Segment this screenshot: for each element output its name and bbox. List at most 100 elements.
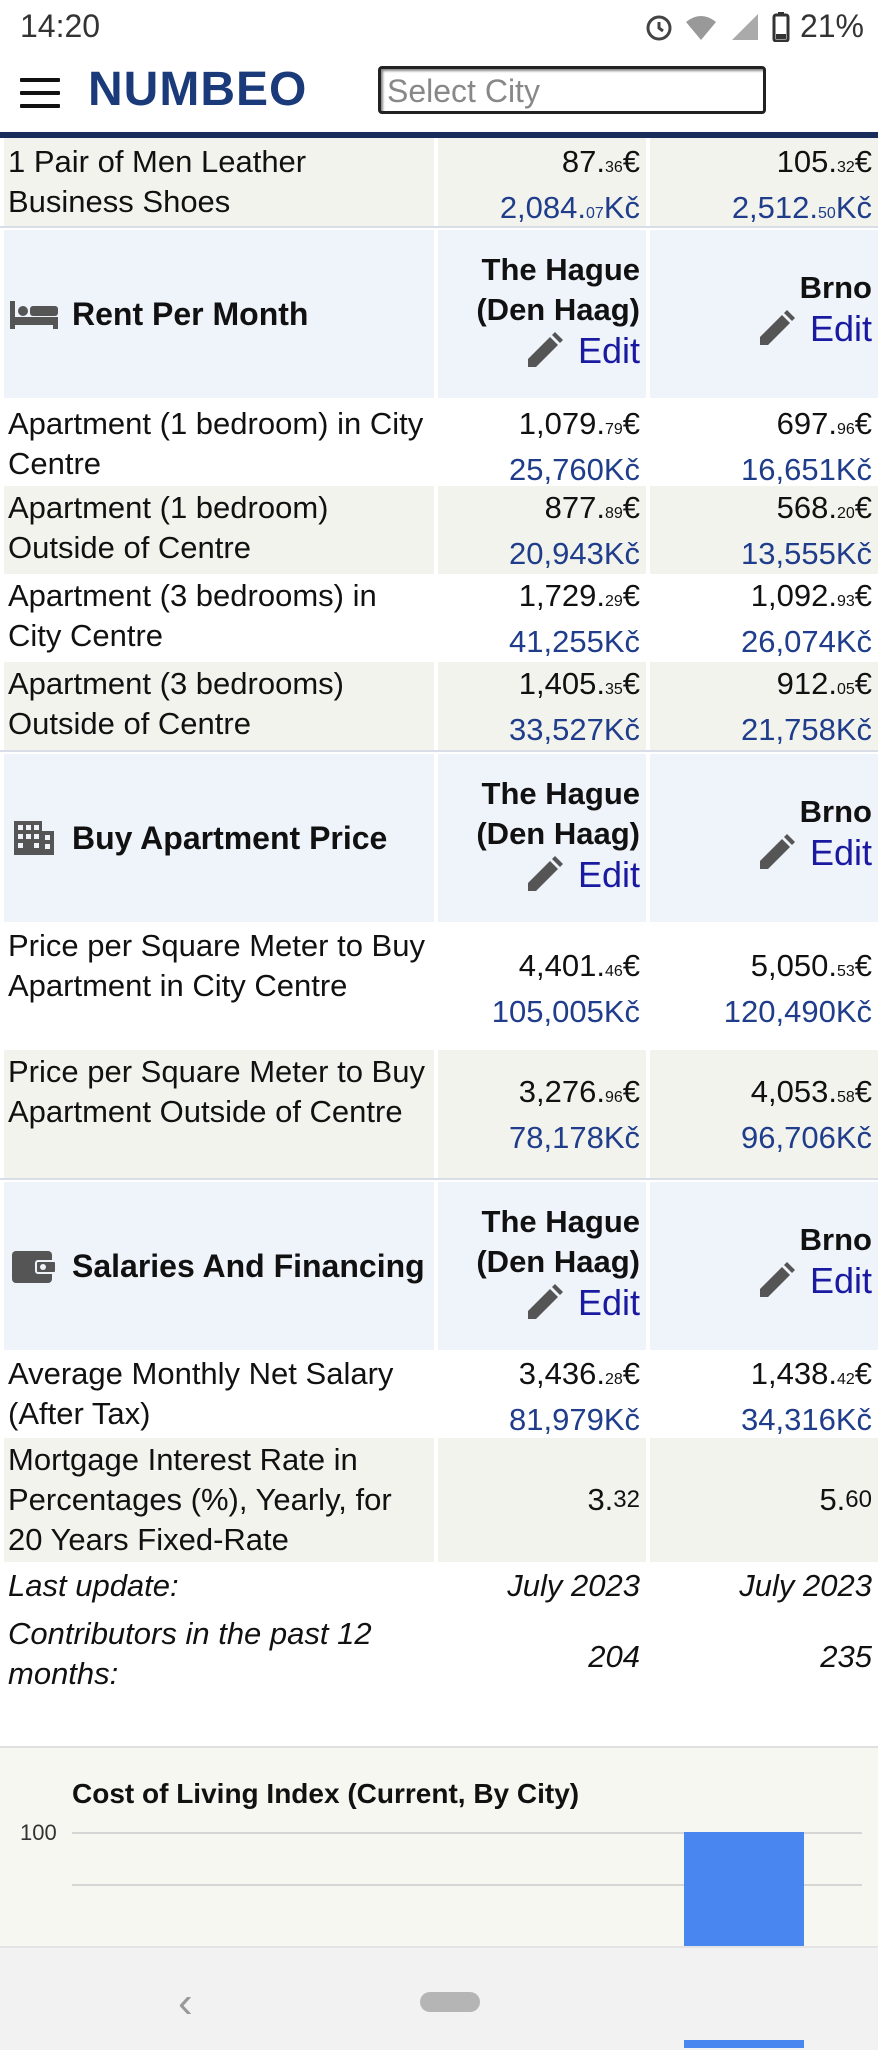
price-city1: 1,405.35€ 33,527Kč (438, 662, 646, 750)
table-row: 1 Pair of Men Leather Business Shoes 87.… (0, 138, 878, 228)
y-tick-label: 100 (20, 1820, 57, 1845)
city1-name: The Hague (Den Haag) (476, 776, 640, 851)
price-city1: 3,436.28€ 81,979Kč (438, 1350, 646, 1438)
edit-city2-button[interactable]: Edit (650, 832, 872, 874)
rate-city1: 3. 32 (438, 1438, 646, 1562)
pencil-icon (759, 834, 795, 869)
city2-name: Brno (799, 794, 872, 829)
price-city1: 877.89€ 20,943Kč (438, 486, 646, 574)
contributors-label: Contributors in the past 12 months: (4, 1612, 434, 1702)
section-title: Salaries And Financing (72, 1247, 425, 1284)
bed-icon (10, 301, 58, 329)
price-city2: 5,050.53€ 120,490Kč (650, 922, 878, 1050)
site-header: NUMBEO Select City (0, 56, 878, 138)
city1-name: The Hague (Den Haag) (476, 1204, 640, 1279)
signal-icon (731, 13, 758, 40)
back-icon[interactable]: ‹ (178, 1978, 193, 2027)
chart-gridline (72, 1883, 862, 1886)
chart-bar (684, 1832, 804, 1948)
contributors-row: Contributors in the past 12 months: 204 … (0, 1612, 878, 1702)
edit-link[interactable]: Edit (577, 330, 640, 371)
edit-city1-button[interactable]: Edit (438, 330, 640, 372)
numbeo-logo[interactable]: NUMBEO (88, 63, 308, 116)
last-update-label: Last update: (4, 1562, 434, 1612)
city-search-input[interactable]: Select City (378, 66, 766, 114)
edit-link[interactable]: Edit (577, 854, 640, 895)
chart-title: Cost of Living Index (Current, By City) (72, 1778, 580, 1809)
pencil-icon (759, 1262, 795, 1297)
status-bar: 14:20 21% (0, 0, 878, 56)
section-header-buy: Buy Apartment Price The Hague (Den Haag)… (0, 754, 878, 922)
price-table: 1 Pair of Men Leather Business Shoes 87.… (0, 138, 878, 1702)
rate-city2: 5. 60 (650, 1438, 878, 1562)
last-update-row: Last update: July 2023 July 2023 (0, 1562, 878, 1612)
price-city1: 1,079.79€ 25,760Kč (438, 398, 646, 487)
price-city2: 1,438.42€ 34,316Kč (650, 1350, 878, 1438)
price-city2: 912.05€ 21,758Kč (650, 662, 878, 750)
price-city2: 4,053.58€ 96,706Kč (650, 1050, 878, 1178)
city2-name: Brno (799, 270, 872, 305)
edit-city2-button[interactable]: Edit (650, 1260, 872, 1302)
battery-percent: 21% (799, 8, 864, 44)
edit-city2-button[interactable]: Edit (650, 308, 872, 350)
price-city2: 697.96€ 16,651Kč (650, 398, 878, 487)
chart-gridline (72, 1832, 862, 1834)
status-time: 14:20 (20, 8, 101, 44)
edit-city1-button[interactable]: Edit (438, 854, 640, 896)
section-title: Rent Per Month (72, 295, 309, 332)
item-label: 1 Pair of Men Leather Business Shoes (4, 138, 434, 226)
city2-name: Brno (799, 1222, 872, 1257)
table-row: Mortgage Interest Rate in Percentages (%… (0, 1438, 878, 1562)
contributors-city2: 235 (820, 1639, 872, 1674)
table-row: Apartment (3 bedrooms) Outside of Centre… (0, 662, 878, 752)
section-header-rent: Rent Per Month The Hague (Den Haag) Edit… (0, 230, 878, 398)
price-city2: 105.32€ 2,512.50Kč (650, 138, 878, 226)
table-row: Price per Square Meter to Buy Apartment … (0, 1050, 878, 1180)
last-update-city2: July 2023 (650, 1562, 878, 1612)
table-row: Average Monthly Net Salary (After Tax) 3… (0, 1350, 878, 1438)
item-label: Price per Square Meter to Buy Apartment … (4, 922, 434, 1050)
section-title: Buy Apartment Price (72, 819, 388, 856)
item-label: Apartment (3 bedrooms) Outside of Centre (4, 662, 434, 750)
pencil-icon (527, 856, 563, 891)
price-city1: 87.36€ 2,084.07Kč (438, 138, 646, 226)
city1-name: The Hague (Den Haag) (476, 252, 640, 327)
battery-icon (772, 11, 790, 42)
price-city2: 1,092.93€ 26,074Kč (650, 574, 878, 662)
pencil-icon (527, 1284, 563, 1319)
edit-link[interactable]: Edit (809, 1260, 872, 1301)
android-nav-bar: ‹ (0, 1946, 878, 2050)
edit-city1-button[interactable]: Edit (438, 1282, 640, 1324)
home-pill-icon[interactable] (420, 1992, 480, 2012)
item-label: Average Monthly Net Salary (After Tax) (4, 1350, 434, 1438)
status-icons: 21% (644, 8, 864, 45)
item-label: Apartment (1 bedroom) Outside of Centre (4, 486, 434, 574)
table-row: Apartment (3 bedrooms) in City Centre 1,… (0, 574, 878, 662)
item-label: Price per Square Meter to Buy Apartment … (4, 1050, 434, 1178)
item-label: Mortgage Interest Rate in Percentages (%… (4, 1438, 434, 1562)
building-icon (14, 821, 54, 855)
section-header-salaries: Salaries And Financing The Hague (Den Ha… (0, 1182, 878, 1350)
item-label: Apartment (1 bedroom) in City Centre (4, 398, 434, 486)
wallet-icon (12, 1251, 57, 1283)
item-label: Apartment (3 bedrooms) in City Centre (4, 574, 434, 662)
chart-bar-peek (684, 2040, 804, 2048)
pencil-icon (527, 332, 563, 367)
alarm-icon (646, 15, 672, 40)
contributors-city1: 204 (588, 1639, 640, 1674)
price-city1: 4,401.46€ 105,005Kč (438, 922, 646, 1050)
table-row: Price per Square Meter to Buy Apartment … (0, 922, 878, 1050)
pencil-icon (759, 310, 795, 345)
edit-link[interactable]: Edit (809, 832, 872, 873)
wifi-icon (685, 15, 716, 40)
menu-icon[interactable] (20, 78, 60, 108)
cost-of-living-chart: Cost of Living Index (Current, By City) … (0, 1746, 878, 1948)
price-city1: 1,729.29€ 41,255Kč (438, 574, 646, 662)
table-row: Apartment (1 bedroom) Outside of Centre … (0, 486, 878, 574)
price-city1: 3,276.96€ 78,178Kč (438, 1050, 646, 1178)
last-update-city1: July 2023 (438, 1562, 646, 1612)
price-city2: 568.20€ 13,555Kč (650, 486, 878, 574)
table-row: Apartment (1 bedroom) in City Centre 1,0… (0, 398, 878, 487)
edit-link[interactable]: Edit (809, 308, 872, 349)
edit-link[interactable]: Edit (577, 1282, 640, 1323)
